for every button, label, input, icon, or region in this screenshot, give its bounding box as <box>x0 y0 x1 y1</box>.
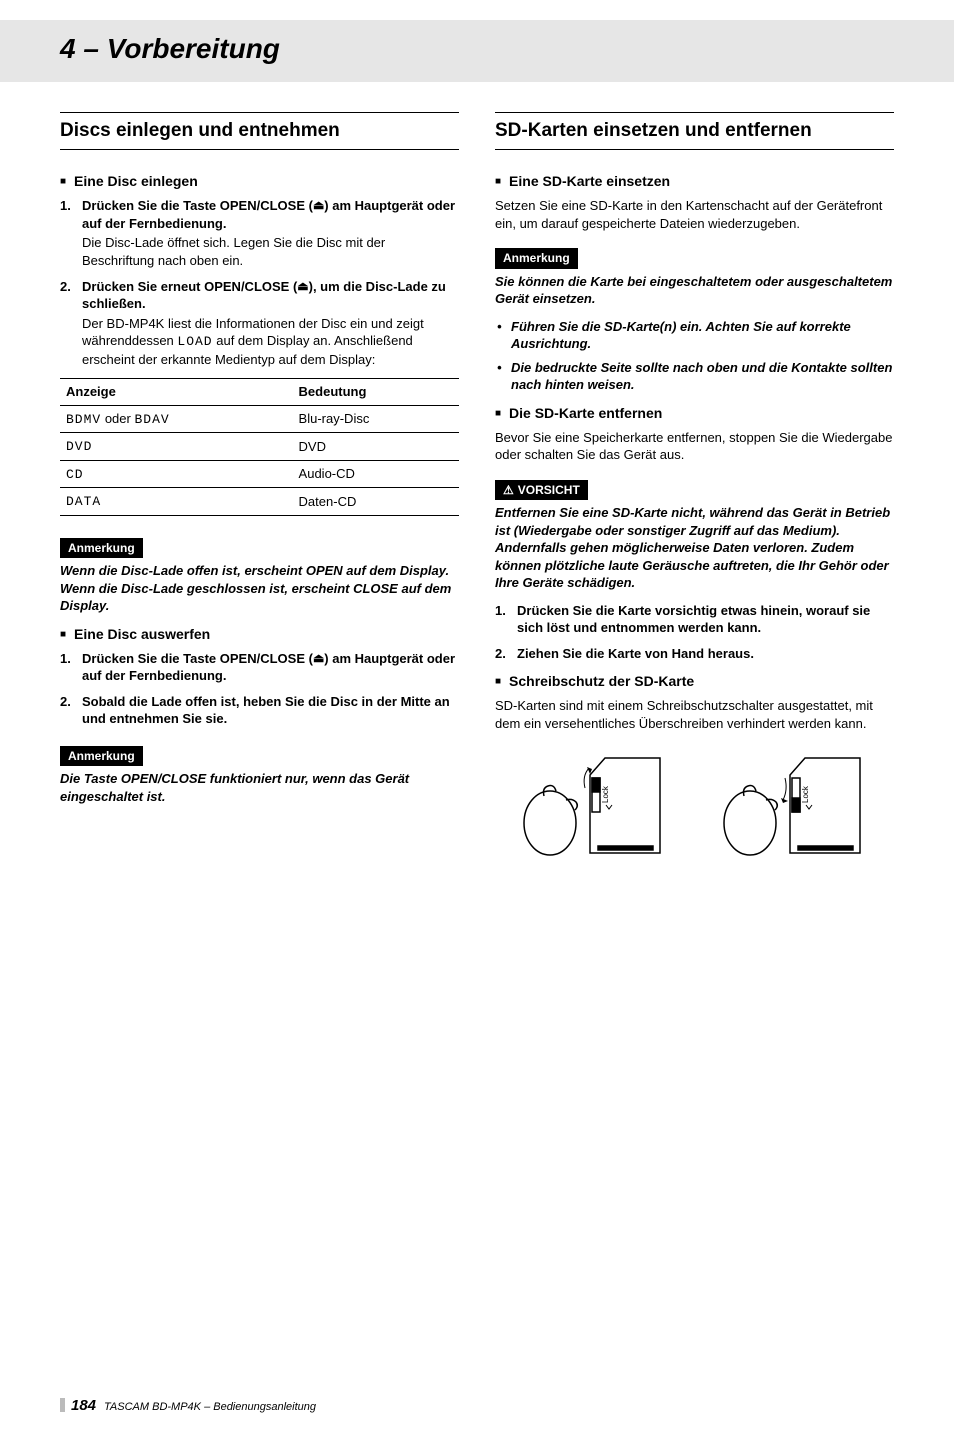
subhead-insert-disc: Eine Disc einlegen <box>60 172 459 191</box>
section-title-discs: Discs einlegen und entnehmen <box>60 112 459 151</box>
paragraph: Setzen Sie eine SD-Karte in den Kartensc… <box>495 197 894 232</box>
sd-locked-figure: Lock <box>710 748 880 868</box>
eject-icon: ⏏ <box>297 279 308 293</box>
note-label: Anmerkung <box>60 538 143 558</box>
step: Ziehen Sie die Karte von Hand heraus. <box>495 645 894 663</box>
note-body: Die Taste OPEN/CLOSE funktioniert nur, w… <box>60 770 459 805</box>
footer-doc-title: TASCAM BD-MP4K – Bedienungsanleitung <box>104 1401 316 1413</box>
eject-icon: ⏏ <box>313 198 324 212</box>
left-column: Discs einlegen und entnehmen Eine Disc e… <box>60 112 459 877</box>
table-row: CDAudio-CD <box>60 460 459 488</box>
step: Drücken Sie die Karte vorsichtig etwas h… <box>495 602 894 637</box>
sd-card-figures: Lock <box>495 748 894 868</box>
table-header: Bedeutung <box>293 379 459 406</box>
note-body: Wenn die Disc-Lade offen ist, erscheint … <box>60 562 459 615</box>
chapter-title: 4 – Vorbereitung <box>60 30 894 68</box>
bullet: Führen Sie die SD-Karte(n) ein. Achten S… <box>495 318 894 353</box>
media-type-table: Anzeige Bedeutung BDMV oder BDAVBlu-ray-… <box>60 378 459 516</box>
step: Drücken Sie die Taste OPEN/CLOSE (⏏) am … <box>60 650 459 685</box>
subhead-eject-disc: Eine Disc auswerfen <box>60 625 459 644</box>
sd-unlocked-figure: Lock <box>510 748 680 868</box>
table-header: Anzeige <box>60 379 293 406</box>
warning-icon: ⚠ <box>503 483 514 497</box>
note-label: Anmerkung <box>495 248 578 268</box>
page-footer: 184 TASCAM BD-MP4K – Bedienungsanleitung <box>60 1396 894 1416</box>
subhead-remove-sd: Die SD-Karte entfernen <box>495 404 894 423</box>
table-row: DATADaten-CD <box>60 488 459 516</box>
caution-label: ⚠VORSICHT <box>495 480 588 500</box>
step: Sobald die Lade offen ist, heben Sie die… <box>60 693 459 728</box>
subhead-write-protect: Schreibschutz der SD-Karte <box>495 672 894 691</box>
note-label: Anmerkung <box>60 746 143 766</box>
subhead-insert-sd: Eine SD-Karte einsetzen <box>495 172 894 191</box>
table-row: DVDDVD <box>60 433 459 461</box>
paragraph: Bevor Sie eine Speicherkarte entfernen, … <box>495 429 894 464</box>
footer-bar-icon <box>60 1398 65 1412</box>
chapter-header: 4 – Vorbereitung <box>0 20 954 82</box>
table-row: BDMV oder BDAVBlu-ray-Disc <box>60 405 459 433</box>
bullet: Die bedruckte Seite sollte nach oben und… <box>495 359 894 394</box>
svg-text:Lock: Lock <box>601 786 610 804</box>
step: Drücken Sie die Taste OPEN/CLOSE (⏏) am … <box>60 197 459 269</box>
svg-text:Lock: Lock <box>801 786 810 804</box>
note-body: Sie können die Karte bei eingeschaltetem… <box>495 273 894 308</box>
step: Drücken Sie erneut OPEN/CLOSE (⏏), um di… <box>60 278 459 369</box>
eject-icon: ⏏ <box>313 651 324 665</box>
page-number: 184 <box>71 1397 96 1414</box>
right-column: SD-Karten einsetzen und entfernen Eine S… <box>495 112 894 877</box>
caution-body: Entfernen Sie eine SD-Karte nicht, währe… <box>495 504 894 592</box>
section-title-sd: SD-Karten einsetzen und entfernen <box>495 112 894 151</box>
paragraph: SD-Karten sind mit einem Schreibschutzsc… <box>495 697 894 732</box>
